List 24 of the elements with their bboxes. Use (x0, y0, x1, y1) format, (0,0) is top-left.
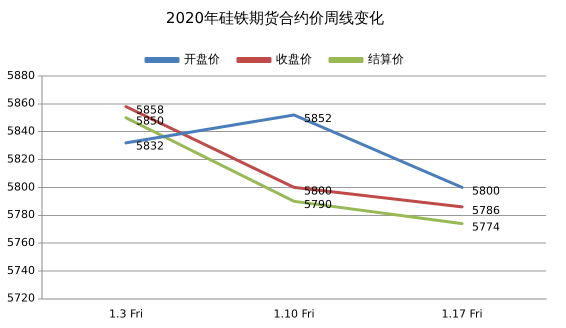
legend-label: 收盘价 (276, 52, 312, 66)
data-label: 5800 (472, 184, 500, 198)
data-label: 5800 (304, 184, 332, 198)
x-tick-label: 1.3 Fri (108, 307, 144, 320)
y-tick-label: 5820 (6, 152, 35, 166)
chart-title: 2020年硅铁期货合约价周线变化 (166, 8, 384, 27)
data-label: 5786 (472, 204, 500, 217)
y-tick-label: 5800 (6, 180, 35, 194)
data-label: 5852 (304, 112, 332, 125)
data-label: 5774 (472, 220, 500, 234)
legend-label: 结算价 (368, 52, 404, 66)
y-tick-label: 5720 (6, 292, 35, 305)
data-label: 5790 (304, 198, 332, 212)
y-tick-label: 5880 (6, 68, 35, 82)
y-tick-label: 5860 (6, 96, 35, 110)
y-tick-label: 5780 (6, 208, 35, 222)
legend-label: 开盘价 (184, 52, 220, 66)
y-tick-label: 5740 (6, 264, 35, 277)
data-label: 5832 (136, 140, 164, 153)
data-label: 5858 (136, 103, 164, 116)
x-tick-label: 1.17 Fri (441, 307, 483, 320)
y-tick-label: 5760 (6, 236, 35, 249)
x-tick-label: 1.10 Fri (273, 307, 315, 320)
y-tick-label: 5840 (6, 124, 35, 138)
